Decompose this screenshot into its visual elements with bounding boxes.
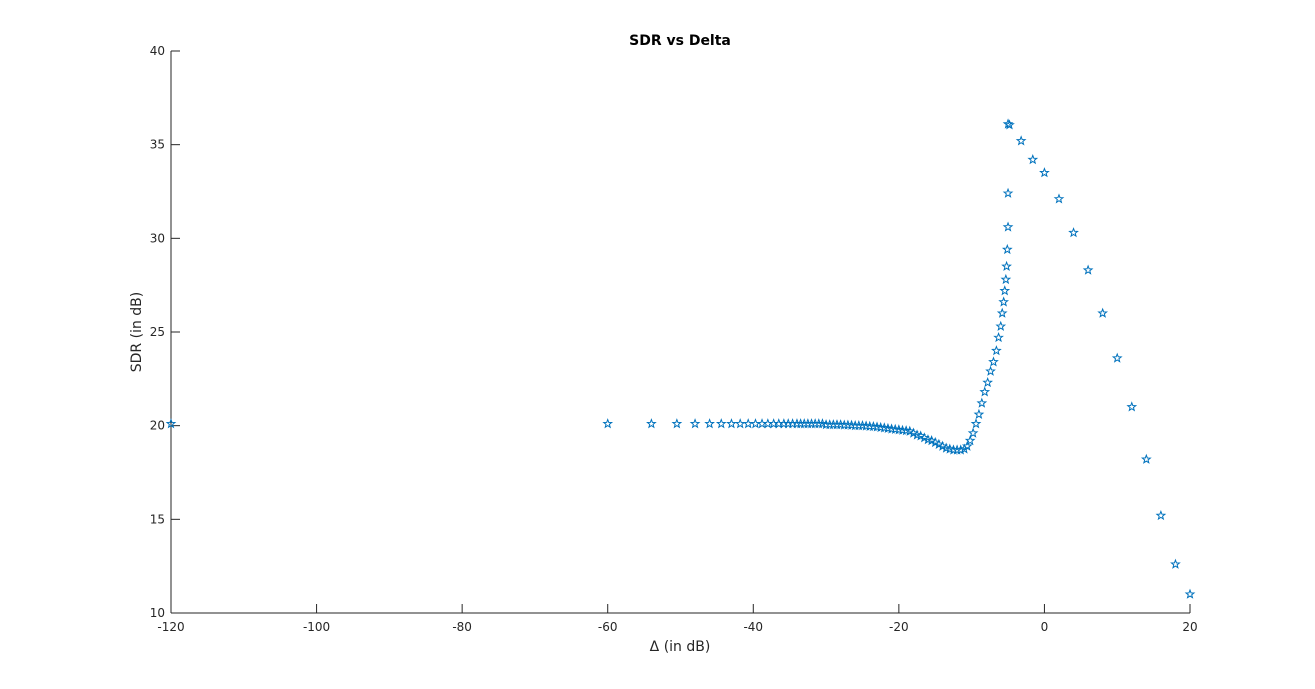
y-tick-label: 10	[150, 606, 165, 620]
data-point	[973, 408, 985, 419]
data-markers	[165, 118, 1196, 599]
y-tick-label: 25	[150, 325, 165, 339]
data-point	[1140, 453, 1152, 464]
data-point	[1097, 307, 1109, 318]
data-point	[991, 345, 1002, 356]
data-point	[961, 440, 973, 451]
x-tick-label: -40	[743, 620, 763, 634]
x-tick-label: 0	[1041, 620, 1049, 634]
y-tick-label: 35	[150, 138, 165, 152]
y-axis-label: SDR (in dB)	[129, 292, 145, 372]
data-point	[999, 285, 1011, 296]
data-point	[715, 418, 727, 429]
y-tick-label: 20	[150, 419, 165, 433]
data-point	[993, 331, 1004, 343]
data-point	[689, 418, 701, 429]
x-tick-label: -120	[157, 620, 184, 634]
x-tick-label: -60	[598, 620, 618, 634]
data-point	[985, 365, 996, 376]
data-point	[1170, 558, 1181, 569]
x-tick-label: -80	[452, 620, 472, 634]
data-point	[996, 307, 1008, 318]
data-point	[704, 418, 715, 429]
data-point	[1184, 588, 1196, 599]
data-point	[998, 296, 1010, 307]
data-point	[967, 427, 979, 438]
data-point	[1039, 167, 1050, 178]
x-tick-label: -100	[303, 620, 330, 634]
data-point	[1001, 243, 1013, 255]
data-point	[988, 356, 999, 367]
data-point	[1027, 154, 1039, 165]
data-point	[646, 418, 657, 429]
data-point	[1053, 193, 1065, 204]
y-tick-label: 30	[150, 231, 165, 245]
data-point	[742, 418, 754, 429]
data-point	[1000, 273, 1012, 285]
data-point	[1002, 187, 1014, 198]
data-point	[1015, 135, 1027, 146]
x-tick-label: -20	[889, 620, 909, 634]
data-point	[1155, 509, 1167, 521]
data-point	[982, 376, 994, 388]
data-point	[671, 418, 683, 429]
data-point	[1082, 264, 1094, 275]
data-point	[1111, 352, 1123, 363]
data-point	[995, 320, 1007, 331]
data-point	[979, 386, 991, 397]
data-point	[165, 418, 177, 429]
data-point	[726, 418, 737, 429]
data-point	[1068, 227, 1079, 238]
data-point	[964, 435, 976, 446]
x-axis-label: Δ (in dB)	[650, 639, 711, 655]
data-point	[1001, 260, 1012, 271]
y-tick-label: 40	[150, 44, 165, 58]
data-point	[734, 418, 746, 429]
chart-title: SDR vs Delta	[629, 33, 731, 49]
data-point	[976, 397, 988, 408]
data-point	[970, 418, 982, 429]
data-point	[1002, 221, 1014, 232]
data-point	[750, 418, 761, 429]
data-point	[955, 444, 967, 455]
axes: -120 -100 -80 -60 -40 -20 0 20 10 15 20 25 30 35 40	[150, 44, 1198, 634]
data-point	[1126, 401, 1138, 412]
y-tick-label: 15	[150, 512, 165, 526]
data-point	[1004, 119, 1015, 130]
x-tick-label: 20	[1182, 620, 1197, 634]
data-point	[602, 418, 614, 429]
